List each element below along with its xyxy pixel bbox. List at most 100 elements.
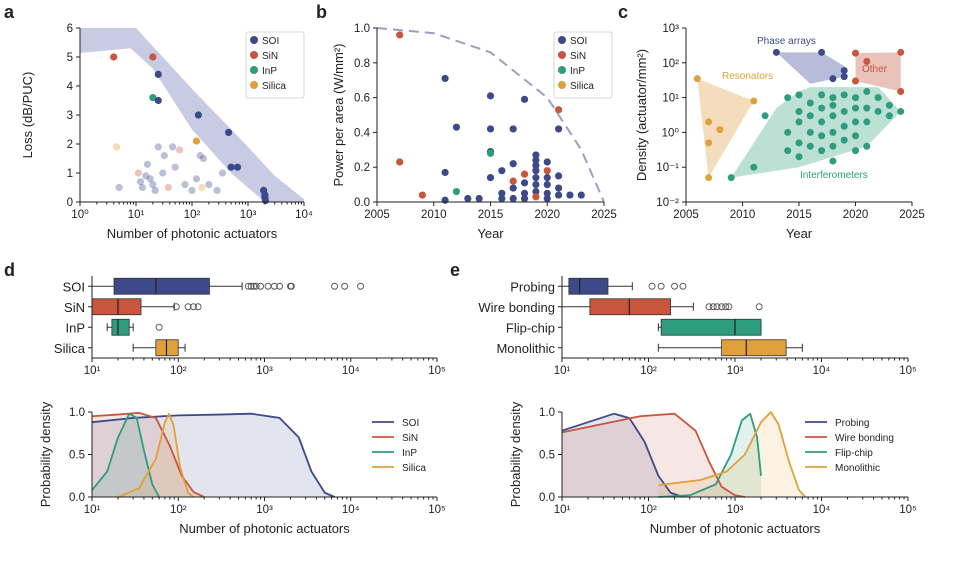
data-point [509, 177, 517, 185]
outlier [713, 303, 721, 311]
category-label: Probing [510, 279, 555, 294]
data-point [852, 147, 859, 155]
y-tick-label: 0.5 [69, 450, 85, 462]
data-point [750, 97, 758, 105]
data-point [154, 70, 162, 78]
faded-data-point [154, 143, 162, 151]
faded-data-point [205, 181, 213, 189]
y-axis-label: Density (actuator/mm²) [634, 49, 649, 181]
annotation-resonators: Resonators [722, 71, 773, 82]
annotation-interferometers: Interferometers [800, 170, 868, 181]
x-tick-label: 2015 [478, 209, 504, 221]
faded-data-point [192, 175, 201, 183]
data-point [543, 181, 551, 189]
data-point [154, 96, 162, 105]
data-point [829, 157, 837, 165]
y-tick-label: 10³ [662, 23, 679, 35]
x-tick-label: 10⁴ [813, 504, 831, 516]
x-tick-label: 10⁴ [342, 504, 360, 516]
category-label: Wire bonding [478, 300, 555, 315]
data-point [784, 94, 792, 102]
faded-data-point [164, 183, 173, 192]
data-point [863, 104, 871, 112]
y-tick-label: 0.5 [539, 450, 555, 462]
x-tick-label: 10¹ [84, 365, 101, 377]
data-point [897, 87, 905, 95]
data-point [532, 151, 540, 159]
data-point [795, 139, 803, 147]
data-point [233, 163, 242, 171]
x-tick-label: 10³ [240, 209, 257, 221]
data-point [543, 174, 551, 182]
x-tick-label: 10¹ [84, 504, 101, 516]
data-point [509, 184, 517, 192]
x-tick-label: 10¹ [554, 365, 571, 377]
data-point [149, 94, 157, 102]
data-point [509, 194, 517, 203]
y-tick-label: 1.0 [539, 407, 555, 419]
faded-data-point [188, 186, 196, 194]
x-tick-label: 2005 [673, 209, 699, 221]
data-point [194, 111, 202, 119]
data-point [852, 49, 859, 57]
category-label: Monolithic [496, 341, 555, 356]
data-point [829, 128, 837, 136]
data-point [509, 125, 517, 133]
data-point [852, 77, 859, 85]
x-tick-label: 10⁴ [295, 209, 313, 221]
y-tick-label: 0.4 [354, 127, 371, 139]
x-axis-label: Number of photonic actuators [179, 521, 350, 536]
data-point [555, 125, 563, 133]
data-point [486, 92, 495, 100]
trend-band [80, 28, 304, 202]
x-axis-label: Year [786, 226, 813, 241]
x-tick-label: 10¹ [128, 209, 145, 221]
data-point [818, 104, 826, 112]
panel-d: d SOI SiN InP Silica 10¹ 10² 10³ 10⁴ 10⁵ 10¹ 10² 10³… [4, 260, 446, 536]
data-point [149, 53, 157, 61]
faded-data-point [199, 154, 208, 163]
outlier [155, 323, 163, 331]
data-point [498, 194, 506, 203]
panel-label: b [316, 2, 327, 22]
outlier [709, 303, 717, 311]
data-point [475, 194, 483, 203]
y-axis-label: Power per area (W/mm²) [331, 43, 346, 186]
legend-label: SOI [402, 418, 419, 429]
data-point [543, 189, 551, 197]
x-tick-label: 2025 [591, 209, 617, 221]
box-sin [91, 298, 142, 316]
faded-data-point [151, 186, 159, 194]
data-point [795, 107, 803, 115]
y-tick-label: 0 [67, 197, 73, 209]
faded-data-point [142, 172, 150, 180]
data-point [852, 104, 859, 112]
data-point [418, 191, 426, 199]
legend-label: InP [570, 66, 585, 77]
outlier [247, 282, 255, 290]
data-point [464, 194, 472, 203]
density-fill [562, 413, 745, 497]
panel-label: d [4, 260, 15, 280]
density-curve-silica [117, 412, 194, 498]
legend-label: Monolithic [835, 463, 880, 474]
data-point [716, 126, 724, 134]
legend-marker [250, 66, 258, 74]
data-point [224, 128, 233, 136]
density-fill [658, 413, 762, 497]
faded-data-point [196, 152, 204, 160]
data-point [520, 95, 529, 103]
data-point [863, 142, 871, 150]
faded-data-point [168, 143, 177, 151]
outlier [718, 303, 726, 311]
box-inp [111, 318, 130, 336]
legend-label: InP [262, 66, 277, 77]
box-wire-bonding [589, 298, 671, 316]
data-point [520, 189, 529, 197]
data-point [532, 187, 540, 196]
data-point [452, 187, 461, 196]
legend-marker [250, 51, 258, 59]
x-tick-label: 10² [170, 504, 187, 516]
data-point [897, 48, 905, 56]
y-tick-label: 6 [67, 23, 73, 35]
